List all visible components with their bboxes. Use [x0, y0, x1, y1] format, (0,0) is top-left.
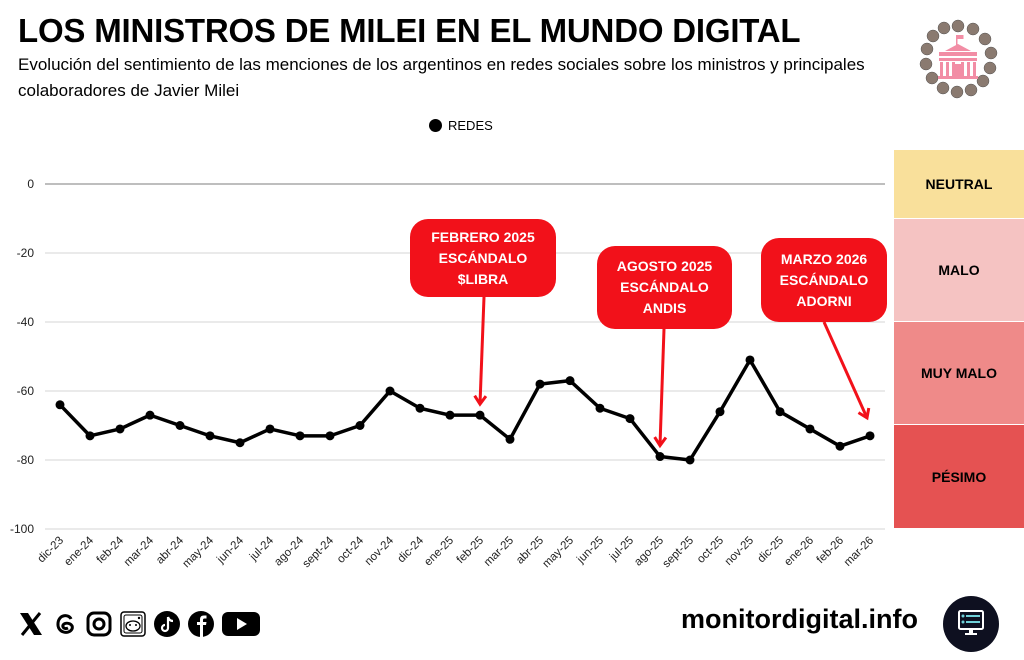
band-pesimo: PÉSIMO — [894, 425, 1024, 528]
chart-title: LOS MINISTROS DE MILEI EN EL MUNDO DIGIT… — [18, 12, 801, 49]
x-tick-label: ene-24 — [62, 534, 96, 568]
band-label: PÉSIMO — [931, 468, 987, 485]
sentiment-scale: NEUTRAL MALO MUY MALO PÉSIMO — [894, 150, 1024, 528]
data-point — [55, 400, 65, 410]
y-tick-label: -40 — [17, 315, 35, 329]
y-tick-label: -80 — [17, 453, 35, 467]
x-icon[interactable] — [16, 609, 46, 639]
x-tick-label: dic-25 — [755, 535, 786, 566]
x-tick-label: mar-24 — [122, 534, 157, 569]
callout-arrow — [822, 321, 869, 419]
data-point — [475, 410, 485, 420]
social-icons — [16, 609, 262, 639]
data-point — [355, 421, 365, 430]
band-label: MALO — [938, 262, 980, 278]
data-point — [85, 431, 95, 441]
chart-subtitle: Evolución del sentimiento de las mencion… — [18, 55, 865, 100]
data-point — [685, 455, 695, 465]
chart-legend: REDES — [429, 118, 493, 133]
government-house-logo-icon — [917, 18, 999, 100]
y-tick-label: 0 — [27, 177, 34, 191]
data-point — [745, 355, 755, 365]
x-tick-label: feb-26 — [815, 535, 847, 567]
data-point — [445, 410, 455, 420]
instagram-icon[interactable] — [84, 609, 114, 639]
data-point — [295, 431, 305, 441]
data-point — [265, 424, 275, 434]
arrow-head — [473, 394, 488, 407]
x-tick-label: sept-24 — [301, 534, 337, 570]
callout-line: ADORNI — [796, 292, 852, 309]
data-point — [175, 421, 185, 430]
data-point — [385, 386, 395, 396]
callout-arrow — [658, 328, 666, 446]
x-tick-label: ene-26 — [782, 535, 816, 569]
y-tick-label: -60 — [17, 384, 35, 398]
callout-adorni: MARZO 2026 ESCÁNDALO ADORNI — [761, 238, 887, 322]
callout-andis: AGOSTO 2025 ESCÁNDALO ANDIS — [597, 246, 732, 329]
data-point — [805, 424, 815, 434]
x-tick-label: mar-25 — [482, 535, 516, 569]
callout-line: FEBRERO 2025 — [431, 228, 535, 245]
band-muy-malo: MUY MALO — [894, 322, 1024, 424]
callout-line: ESCÁNDALO — [438, 249, 528, 266]
callout-line: MARZO 2026 — [780, 250, 868, 267]
data-point — [145, 410, 155, 420]
callout-line: $LIBRA — [457, 270, 509, 287]
x-tick-label: nov-24 — [363, 534, 397, 568]
data-point — [535, 379, 545, 389]
x-tick-label: may-24 — [181, 534, 217, 570]
data-point — [415, 403, 425, 413]
data-point — [625, 414, 635, 424]
band-label: NEUTRAL — [925, 176, 993, 192]
facebook-icon[interactable] — [186, 609, 216, 639]
monitor-logo-icon — [943, 596, 999, 652]
data-point — [235, 438, 245, 448]
line-chart: 0-20-40-60-80-100 dic-23ene-24feb-24mar-… — [10, 177, 885, 571]
data-point — [775, 407, 785, 417]
data-point — [325, 431, 335, 441]
callout-line: ANDIS — [642, 300, 687, 316]
arrow-head — [857, 407, 871, 421]
threads-icon[interactable] — [50, 609, 80, 639]
callout-libra: FEBRERO 2025 ESCÁNDALO $LIBRA — [410, 219, 556, 297]
band-malo: MALO — [894, 219, 1024, 321]
data-point — [205, 431, 215, 441]
callout-line: ESCÁNDALO — [620, 279, 709, 295]
data-point — [595, 403, 605, 413]
x-tick-label: feb-25 — [455, 535, 487, 567]
data-point — [655, 452, 665, 462]
x-tick-label: jun-25 — [574, 535, 606, 567]
x-tick-label: jun-24 — [214, 534, 246, 566]
x-tick-label: sept-25 — [661, 535, 697, 571]
callout-line: AGOSTO 2025 — [616, 258, 713, 274]
x-tick-label: may-25 — [541, 535, 577, 571]
x-tick-label: nov-25 — [723, 535, 756, 568]
y-tick-label: -20 — [17, 246, 35, 260]
band-label: MUY MALO — [921, 365, 997, 381]
data-point — [865, 431, 875, 441]
reddit-icon[interactable] — [118, 609, 148, 639]
callout-arrow — [478, 296, 486, 405]
data-point — [115, 424, 125, 434]
brand-name[interactable]: monitordigital.info — [681, 604, 918, 634]
legend-label: REDES — [448, 118, 493, 133]
data-point — [565, 376, 575, 386]
arrow-head — [653, 436, 668, 449]
legend-marker-icon — [429, 119, 442, 132]
youtube-icon[interactable] — [220, 609, 262, 639]
x-tick-label: ene-25 — [422, 535, 456, 569]
band-neutral: NEUTRAL — [894, 150, 1024, 218]
tiktok-icon[interactable] — [152, 609, 182, 639]
y-tick-label: -100 — [10, 522, 34, 536]
callout-line: ESCÁNDALO — [779, 271, 869, 288]
data-point — [505, 434, 515, 444]
series-line — [58, 358, 871, 462]
x-tick-label: oct-24 — [335, 534, 367, 566]
x-tick-label: mar-26 — [842, 535, 876, 569]
x-tick-label: oct-25 — [695, 535, 726, 566]
data-point — [715, 407, 725, 417]
x-tick-label: dic-23 — [35, 535, 66, 566]
data-point — [835, 441, 845, 451]
